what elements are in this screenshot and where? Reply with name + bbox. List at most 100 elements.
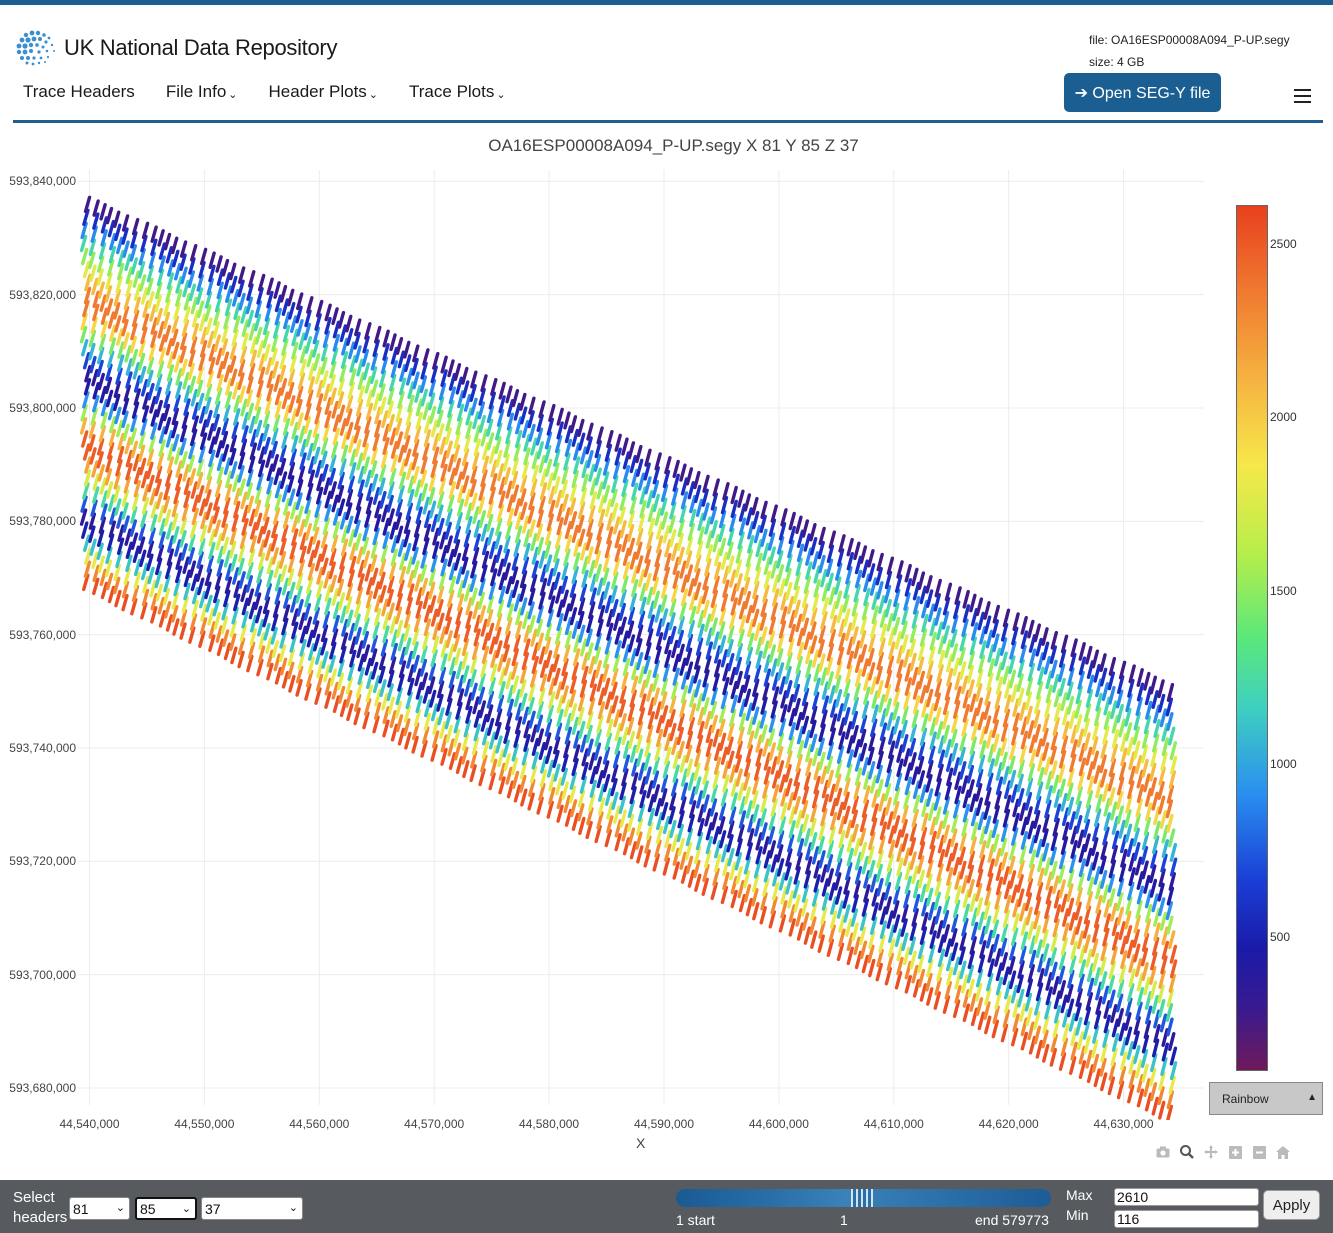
- trace-point-segment: [805, 757, 813, 777]
- range-slider-thumb[interactable]: [851, 1189, 873, 1207]
- min-input[interactable]: [1114, 1210, 1259, 1228]
- trace-point-segment: [196, 366, 204, 385]
- trace-point-segment: [232, 474, 240, 493]
- trace-point-segment: [845, 566, 853, 585]
- max-input[interactable]: [1114, 1188, 1259, 1206]
- trace-point-segment: [411, 357, 419, 376]
- trace-point-segment: [195, 379, 204, 398]
- trace-point-segment: [90, 499, 98, 517]
- trace-point-segment: [946, 867, 954, 886]
- trace-point-segment: [1157, 780, 1165, 800]
- app-header: UK National Data Repository Trace Header…: [0, 5, 1333, 123]
- trace-point-segment: [150, 330, 158, 348]
- trace-point-segment: [726, 639, 734, 658]
- zoom-icon[interactable]: [1179, 1144, 1195, 1160]
- trace-range-slider[interactable]: [676, 1189, 1051, 1207]
- trace-point-segment: [1108, 787, 1116, 806]
- trace-point-segment: [124, 253, 132, 271]
- open-segy-button[interactable]: ➔ Open SEG-Y file: [1064, 73, 1221, 112]
- trace-point-segment: [207, 608, 215, 626]
- trace-point-segment: [979, 625, 987, 645]
- trace-point-segment: [539, 673, 548, 692]
- trace-point-segment: [80, 495, 88, 513]
- trace-point-segment: [672, 570, 680, 589]
- trace-point-segment: [497, 749, 505, 768]
- trace-point-segment: [573, 538, 581, 557]
- home-icon[interactable]: [1275, 1144, 1291, 1160]
- trace-point-segment: [214, 572, 223, 591]
- trace-point-segment: [432, 446, 440, 465]
- trace-point-segment: [679, 505, 687, 524]
- trace-point-segment: [644, 669, 652, 688]
- trace-point-segment: [224, 298, 233, 317]
- trace-point-segment: [315, 580, 324, 599]
- trace-point-segment: [1126, 939, 1135, 959]
- trace-point-segment: [836, 604, 845, 624]
- trace-point-segment: [519, 392, 527, 411]
- trace-point-segment: [1075, 1016, 1083, 1036]
- trace-point-segment: [778, 872, 787, 891]
- trace-point-segment: [527, 505, 535, 524]
- trace-point-segment: [854, 950, 863, 970]
- nav-trace-headers[interactable]: Trace Headers: [23, 82, 135, 102]
- trace-point-segment: [569, 771, 577, 790]
- trace-point-segment: [96, 542, 104, 560]
- trace-point-segment: [1093, 967, 1101, 987]
- trace-point-segment: [495, 422, 503, 441]
- x-header-select[interactable]: 81 ⌄: [69, 1197, 130, 1220]
- trace-point-segment: [954, 685, 962, 705]
- x-tick-label: 44,610,000: [863, 1117, 924, 1131]
- trace-point-segment: [262, 330, 270, 349]
- trace-point-segment: [1028, 849, 1037, 869]
- trace-point-segment: [345, 689, 353, 708]
- trace-point-segment: [506, 780, 515, 799]
- trace-point-segment: [621, 823, 629, 842]
- camera-icon[interactable]: [1155, 1144, 1171, 1160]
- trace-point-segment: [436, 585, 445, 604]
- nav-trace-plots[interactable]: Trace Plots ⌄: [409, 82, 506, 102]
- z-header-select[interactable]: 37 ⌄: [201, 1197, 303, 1220]
- trace-point-segment: [304, 309, 312, 328]
- trace-point-segment: [1074, 1002, 1082, 1022]
- trace-point-segment: [171, 328, 179, 347]
- trace-point-segment: [925, 674, 933, 694]
- trace-point-segment: [82, 443, 91, 461]
- trace-point-segment: [903, 691, 911, 711]
- nav-file-info[interactable]: File Info ⌄: [166, 82, 238, 102]
- logo[interactable]: UK National Data Repository: [14, 27, 337, 69]
- trace-point-segment: [506, 398, 515, 418]
- trace-point-segment: [166, 272, 175, 290]
- zoom-in-icon[interactable]: [1227, 1144, 1243, 1160]
- apply-button[interactable]: Apply: [1263, 1190, 1320, 1220]
- trace-point-segment: [552, 654, 560, 673]
- trace-point-segment: [397, 390, 405, 409]
- trace-point-segment: [107, 585, 116, 604]
- colormap-select[interactable]: Rainbow ▲: [1209, 1082, 1323, 1115]
- scatter-plot[interactable]: [0, 160, 1210, 1120]
- trace-point-segment: [813, 579, 821, 598]
- trace-point-segment: [515, 416, 523, 435]
- trace-point-segment: [1143, 715, 1152, 735]
- trace-point-segment: [272, 321, 281, 339]
- trace-point-segment: [1085, 645, 1093, 665]
- trace-point-segment: [917, 670, 926, 690]
- trace-point-segment: [353, 519, 361, 538]
- trace-point-segment: [287, 475, 295, 493]
- trace-point-segment: [646, 586, 654, 605]
- nav-header-plots[interactable]: Header Plots ⌄: [269, 82, 379, 102]
- menu-icon[interactable]: [1294, 89, 1311, 103]
- trace-point-segment: [836, 646, 845, 666]
- zoom-out-icon[interactable]: [1251, 1144, 1267, 1160]
- trace-point-segment: [643, 849, 651, 868]
- trace-point-segment: [796, 627, 805, 647]
- trace-point-segment: [452, 444, 461, 463]
- trace-point-segment: [992, 733, 1000, 753]
- trace-point-segment: [1043, 756, 1052, 776]
- pan-icon[interactable]: [1203, 1144, 1219, 1160]
- trace-point-segment: [357, 479, 365, 498]
- trace-point-segment: [859, 813, 868, 833]
- trace-point-segment: [677, 546, 685, 565]
- select-headers-label: Select headers: [13, 1188, 67, 1228]
- y-header-select[interactable]: 85 ⌄: [135, 1197, 197, 1220]
- trace-point-segment: [381, 504, 389, 523]
